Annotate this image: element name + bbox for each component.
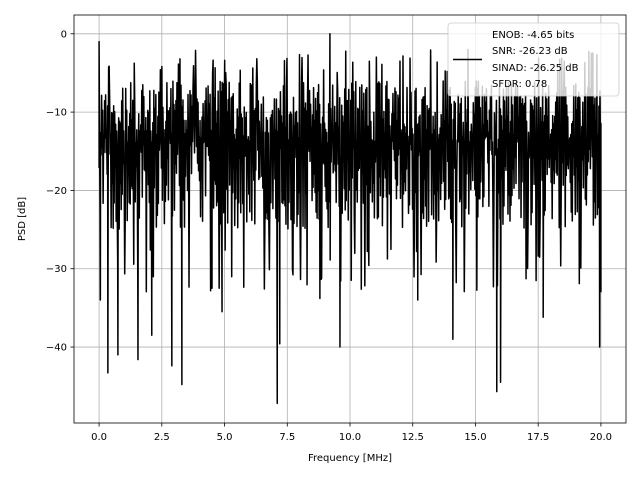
legend: ENOB: -4.65 bits SNR: -26.23 dB SINAD: -… <box>447 22 620 97</box>
y-tick-label: −10 <box>46 108 67 119</box>
y-tick-label: 0 <box>61 29 67 40</box>
x-axis-label: Frequency [MHz] <box>308 453 392 464</box>
psd-series-line <box>98 33 602 405</box>
legend-snr: SNR: -26.23 dB <box>492 46 568 57</box>
legend-sfdr: SFDR: 0.78 <box>492 79 547 90</box>
x-tick-label: 20.0 <box>590 432 612 443</box>
y-axis-label: PSD [dB] <box>17 197 28 241</box>
plot-area <box>98 33 602 405</box>
legend-box <box>447 22 620 97</box>
x-tick-label: 12.5 <box>402 432 424 443</box>
y-tick-label: −20 <box>46 186 67 197</box>
x-tick-label: 0.0 <box>91 432 107 443</box>
y-tick-label: −30 <box>46 264 67 275</box>
x-tick-label: 10.0 <box>339 432 361 443</box>
x-tick-label: 2.5 <box>154 432 170 443</box>
x-tick-label: 17.5 <box>527 432 549 443</box>
y-axis: 0 −10 −20 −30 −40 <box>46 29 74 354</box>
legend-enob: ENOB: -4.65 bits <box>492 30 574 41</box>
x-tick-label: 5.0 <box>217 432 233 443</box>
legend-sinad: SINAD: -26.25 dB <box>492 63 579 74</box>
y-tick-label: −40 <box>46 343 67 354</box>
x-tick-label: 7.5 <box>279 432 295 443</box>
x-axis: 0.0 2.5 5.0 7.5 10.0 12.5 15.0 17.5 20.0 <box>91 423 612 443</box>
x-tick-label: 15.0 <box>464 432 486 443</box>
